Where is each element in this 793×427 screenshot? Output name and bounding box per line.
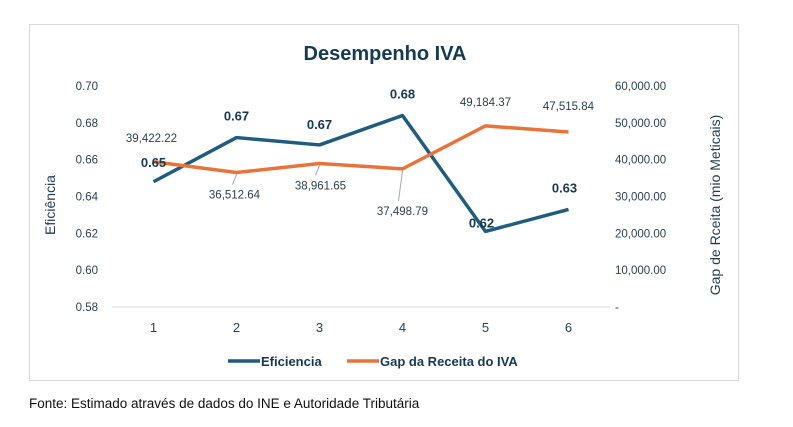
y2-tick-label: 20,000.00 [615,228,666,240]
chart-frame [29,24,739,381]
label-leader-line [398,170,403,201]
x-tick-label: 5 [482,320,489,335]
label-leader-line [315,165,320,176]
data-label-gap: 49,184.37 [460,97,511,109]
data-label-eficiencia: 0.63 [552,180,577,195]
y-tick-label: 0.68 [76,118,98,130]
y2-tick-label: 40,000.00 [615,155,666,167]
legend-item-gap-receita[interactable]: Gap da Receita do IVA [347,354,518,369]
y2-axis-label: Gap de Rceita (mio Meticais) [707,115,723,296]
y2-tick-label: 10,000.00 [615,265,666,277]
y-tick-label: 0.58 [76,302,98,314]
x-tick-label: 3 [316,320,323,335]
y2-tick-label: - [615,302,619,314]
legend-label: Eficiencia [261,354,322,369]
y-tick-label: 0.64 [76,192,99,204]
data-label-eficiencia: 0.62 [469,215,494,230]
data-label-eficiencia: 0.67 [224,109,249,124]
legend-label: Gap da Receita do IVA [380,354,518,369]
y2-tick-label: 30,000.00 [615,192,666,204]
data-label-eficiencia: 0.67 [307,117,332,132]
series-line-gap-receita [153,124,569,175]
series-line-eficiencia [152,113,569,234]
y-axis-label: Eficiência [42,175,58,235]
x-tick-label: 2 [233,320,240,335]
chart-title: Desempenho IVA [304,43,467,65]
data-label-gap: 47,515.84 [543,101,595,113]
y-tick-label: 0.60 [76,265,98,277]
y-tick-label: 0.66 [76,155,98,167]
y-tick-label: 0.70 [76,81,98,93]
x-tick-label: 6 [565,320,572,335]
source-note: Fonte: Estimado através de dados do INE … [29,396,420,411]
data-label-eficiencia: 0.68 [390,86,415,101]
legend-item-eficiencia[interactable]: Eficiencia [228,354,322,369]
y-tick-label: 0.62 [76,228,98,240]
data-label-gap: 36,512.64 [209,190,261,202]
data-label-eficiencia: 0.65 [141,155,166,170]
data-label-gap: 38,961.65 [295,180,346,192]
data-label-gap: 37,498.79 [377,206,428,218]
x-tick-label: 1 [150,320,157,335]
x-tick-label: 4 [399,320,406,335]
data-label-gap: 39,422.22 [126,133,177,145]
y2-tick-label: 60,000.00 [615,81,666,93]
label-leader-line [232,174,237,185]
y2-tick-label: 50,000.00 [615,118,666,130]
